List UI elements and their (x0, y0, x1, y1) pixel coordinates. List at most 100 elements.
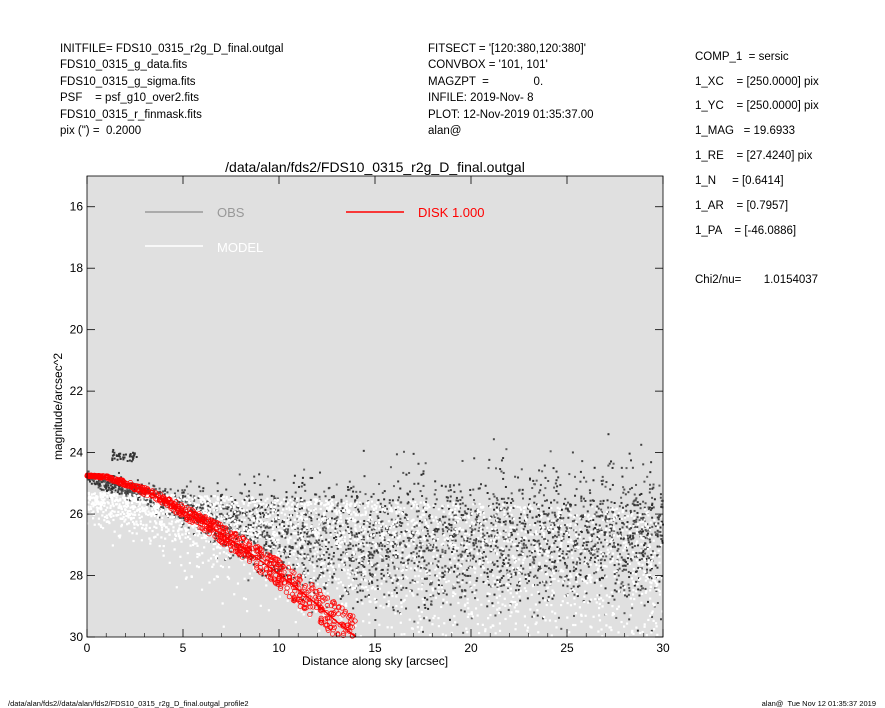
obs-point (564, 594, 567, 597)
obs-point (446, 496, 449, 499)
obs-point (495, 497, 498, 500)
obs-point (302, 513, 305, 516)
model-point (355, 539, 358, 542)
obs-point (342, 594, 345, 597)
obs-point (610, 524, 613, 527)
plot-title: /data/alan/fds2/FDS10_0315_r2g_D_final.o… (225, 159, 525, 175)
obs-point (399, 487, 402, 490)
obs-point (635, 520, 638, 523)
obs-point (620, 496, 623, 499)
obs-point (107, 482, 110, 485)
obs-point (252, 540, 255, 543)
obs-point (341, 507, 344, 510)
obs-point (328, 499, 331, 502)
model-point (90, 493, 94, 496)
obs-point (256, 531, 259, 534)
obs-point (267, 553, 270, 556)
obs-point (630, 486, 633, 489)
obs-point (493, 514, 496, 517)
model-point (227, 553, 230, 557)
model-point (480, 522, 483, 526)
obs-point (372, 554, 375, 557)
model-point (326, 506, 329, 510)
obs-point (636, 504, 639, 507)
obs-point (248, 500, 251, 503)
model-point (567, 548, 570, 551)
obs-point (423, 617, 426, 620)
model-point (138, 503, 141, 506)
model-point (336, 542, 339, 546)
model-point (473, 571, 476, 574)
obs-point (225, 488, 228, 491)
obs-point (599, 514, 602, 517)
model-point (143, 501, 147, 504)
obs-point (585, 480, 588, 483)
obs-point (161, 505, 164, 508)
model-point (90, 503, 93, 506)
obs-point (309, 512, 312, 515)
obs-point (240, 492, 243, 495)
model-point (362, 531, 365, 534)
model-point (560, 519, 563, 522)
model-point (131, 505, 134, 508)
obs-point (335, 535, 338, 538)
model-point (367, 595, 371, 599)
obs-point (596, 550, 599, 553)
model-point (107, 520, 110, 523)
model-point (273, 531, 276, 534)
obs-point (412, 533, 415, 536)
obs-point (568, 550, 571, 553)
obs-point (469, 494, 472, 497)
model-point (467, 550, 470, 553)
obs-point (621, 475, 624, 478)
obs-point (475, 516, 478, 519)
model-point (172, 494, 176, 497)
model-point (339, 537, 342, 540)
model-point (163, 524, 166, 527)
model-point (394, 534, 397, 537)
obs-point (413, 569, 416, 572)
obs-point (253, 475, 256, 478)
model-point (568, 582, 571, 585)
obs-point (342, 511, 345, 514)
model-point (319, 575, 323, 579)
obs-point (591, 534, 594, 537)
obs-point (488, 505, 491, 508)
obs-point (556, 546, 559, 549)
model-point (571, 556, 574, 559)
obs-point (202, 490, 205, 493)
model-point (553, 572, 556, 575)
obs-point (163, 493, 166, 496)
model-point (407, 554, 411, 558)
obs-point (100, 481, 103, 484)
obs-point (499, 556, 502, 559)
obs-point (429, 581, 432, 584)
model-point (257, 513, 260, 517)
obs-point (309, 476, 312, 479)
model-point (479, 510, 482, 514)
model-point (592, 550, 595, 553)
obs-point (356, 591, 359, 594)
model-point (598, 602, 601, 605)
obs-point (355, 558, 358, 561)
obs-point (526, 555, 529, 558)
obs-point (131, 458, 134, 461)
obs-point (323, 526, 326, 529)
model-point (173, 497, 177, 500)
obs-point (537, 567, 540, 570)
obs-point (563, 561, 566, 564)
model-point (640, 601, 643, 604)
obs-point (135, 493, 138, 496)
obs-point (445, 526, 448, 529)
obs-point (482, 559, 485, 562)
obs-point (485, 518, 488, 521)
obs-point (403, 561, 406, 564)
model-point (395, 604, 398, 608)
model-point (106, 516, 109, 520)
model-point (144, 509, 147, 512)
obs-point (478, 549, 481, 552)
obs-point (635, 483, 638, 486)
obs-point (508, 558, 511, 561)
model-point (304, 574, 307, 577)
obs-point (118, 486, 121, 489)
